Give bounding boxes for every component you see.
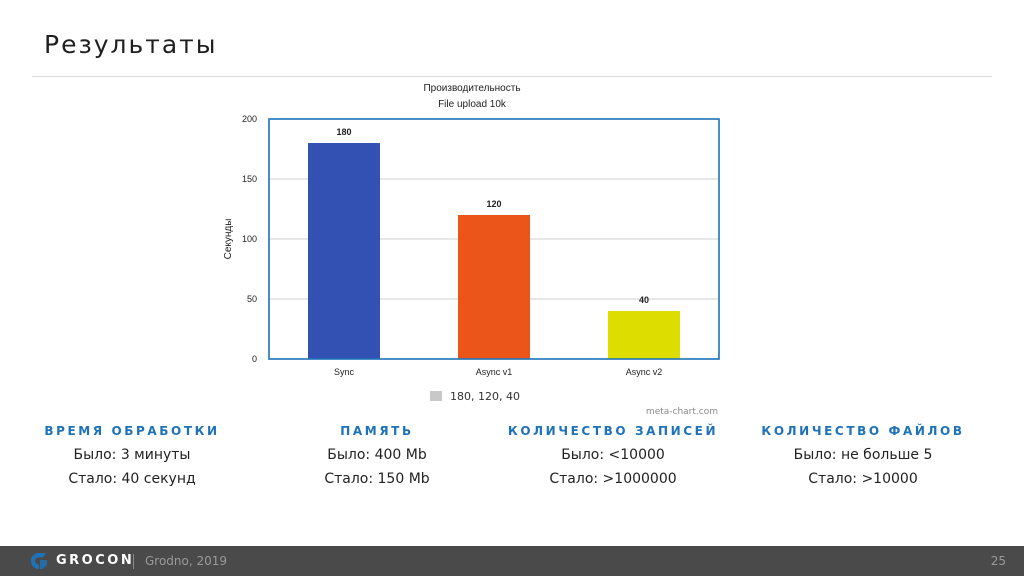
legend: 180, 120, 40 [430,390,520,403]
stat-heading: КОЛИЧЕСТВО ЗАПИСЕЙ [507,424,719,438]
stat-memory: ПАМЯТЬ Было: 400 Mb Стало: 150 Mb [257,424,497,487]
chart-watermark: meta-chart.com [646,407,718,417]
x-tick-label: Async v1 [476,367,513,377]
stat-after: Стало: >10000 [808,471,918,487]
stat-files-count: КОЛИЧЕСТВО ФАЙЛОВ Было: не больше 5 Стал… [743,424,983,487]
y-axis-label: Секунды [223,219,234,260]
stat-after: Стало: >1000000 [549,471,677,487]
footer-location-year: Grodno, 2019 [145,554,228,568]
stat-heading: ПАМЯТЬ [340,424,414,438]
footer-separator [133,554,134,569]
chart-canvas: Производительность File upload 10k Секун… [223,83,720,417]
y-tick-label: 200 [242,114,257,124]
stat-heading: ВРЕМЯ ОБРАБОТКИ [44,424,220,438]
bar-value-label: 180 [336,127,351,137]
grocon-logo-icon [31,553,47,569]
stat-before: Было: 3 минуты [73,447,191,463]
bar-chart: Производительность File upload 10k Секун… [210,78,740,418]
x-tick-label: Sync [334,367,355,377]
stat-heading: КОЛИЧЕСТВО ФАЙЛОВ [761,424,965,438]
stats-row: ВРЕМЯ ОБРАБОТКИ Было: 3 минуты Стало: 40… [0,424,1024,504]
page-number: 25 [990,554,1006,568]
y-tick-label: 0 [252,354,257,364]
legend-swatch [430,391,442,401]
legend-label: 180, 120, 40 [450,390,520,403]
bars: 180 Sync 120 Async v1 40 Async v2 [308,127,680,377]
stat-after: Стало: 40 секунд [68,471,196,487]
brand-name: GROCON [56,553,135,568]
y-tick-label: 50 [247,294,257,304]
bar-value-label: 40 [639,295,649,305]
stat-before: Было: 400 Mb [327,447,427,463]
bar-async-v2 [608,311,680,359]
chart-subtitle: File upload 10k [438,99,507,110]
y-tick-label: 150 [242,174,257,184]
bar-async-v1 [458,215,530,359]
slide-title: Результаты [44,30,218,59]
chart-title: Производительность [423,83,520,94]
stat-before: Было: не больше 5 [793,447,933,463]
stat-before: Было: <10000 [561,447,665,463]
footer-bar: GROCON Grodno, 2019 25 [0,546,1024,576]
stat-processing-time: ВРЕМЯ ОБРАБОТКИ Было: 3 минуты Стало: 40… [12,424,252,487]
title-divider [32,76,992,77]
plot-frame [268,118,720,360]
stat-after: Стало: 150 Mb [324,471,430,487]
x-tick-label: Async v2 [626,367,663,377]
y-tick-label: 100 [242,234,257,244]
bar-value-label: 120 [486,199,501,209]
bar-sync [308,143,380,359]
stat-records-count: КОЛИЧЕСТВО ЗАПИСЕЙ Было: <10000 Стало: >… [493,424,733,487]
